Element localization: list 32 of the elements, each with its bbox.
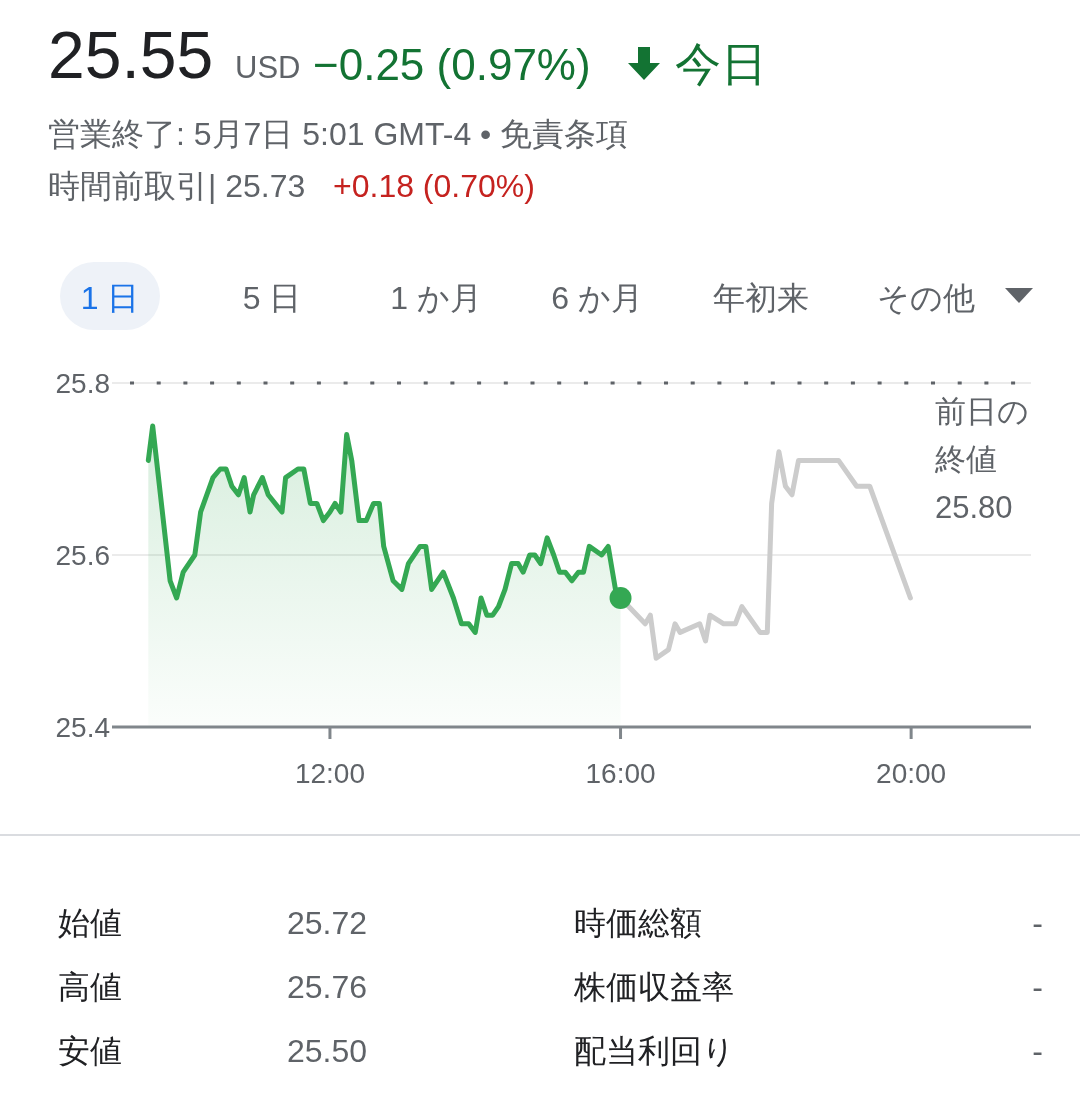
text: 25.76	[287, 969, 368, 1005]
text: 1 か月	[390, 280, 482, 316]
text: 6 か月	[551, 280, 643, 316]
text: 年初来	[713, 280, 809, 316]
text: -	[1032, 905, 1043, 941]
text: 配当利回り	[574, 1033, 735, 1069]
ref-line-label: 前日の終値 25.80	[934, 394, 1029, 525]
y-tick-label: 25.8	[55, 367, 110, 399]
text: 始値	[58, 905, 122, 941]
text: 時間前取引| 25.73	[48, 168, 306, 204]
y-tick-label: 25.6	[55, 539, 110, 571]
y-tick-label: 25.4	[55, 711, 110, 743]
x-tick-label: 20:00	[876, 758, 947, 789]
text: 25.72	[287, 905, 368, 941]
text: 5 日	[242, 280, 302, 316]
text: 時価総額	[574, 905, 702, 941]
text: 1 日	[80, 280, 140, 316]
text: 高値	[58, 969, 122, 1005]
text: USD	[235, 50, 301, 85]
x-tick-label: 12:00	[294, 758, 365, 789]
text: -	[1032, 969, 1043, 1005]
text: -	[1032, 1033, 1043, 1069]
x-tick-label: 16:00	[585, 758, 656, 789]
text: 安値	[58, 1033, 122, 1069]
text: −0.25 (0.97%)	[313, 40, 591, 89]
text: 25.50	[287, 1033, 368, 1069]
text: +0.18 (0.70%)	[333, 168, 535, 204]
chart-title: 25.55	[48, 18, 214, 92]
text: 今日	[675, 38, 767, 90]
text: 株価収益率	[573, 969, 734, 1005]
text: その他	[877, 280, 975, 316]
text: 営業終了: 5月7日 5:01 GMT-4 • 免責条項	[48, 116, 629, 152]
